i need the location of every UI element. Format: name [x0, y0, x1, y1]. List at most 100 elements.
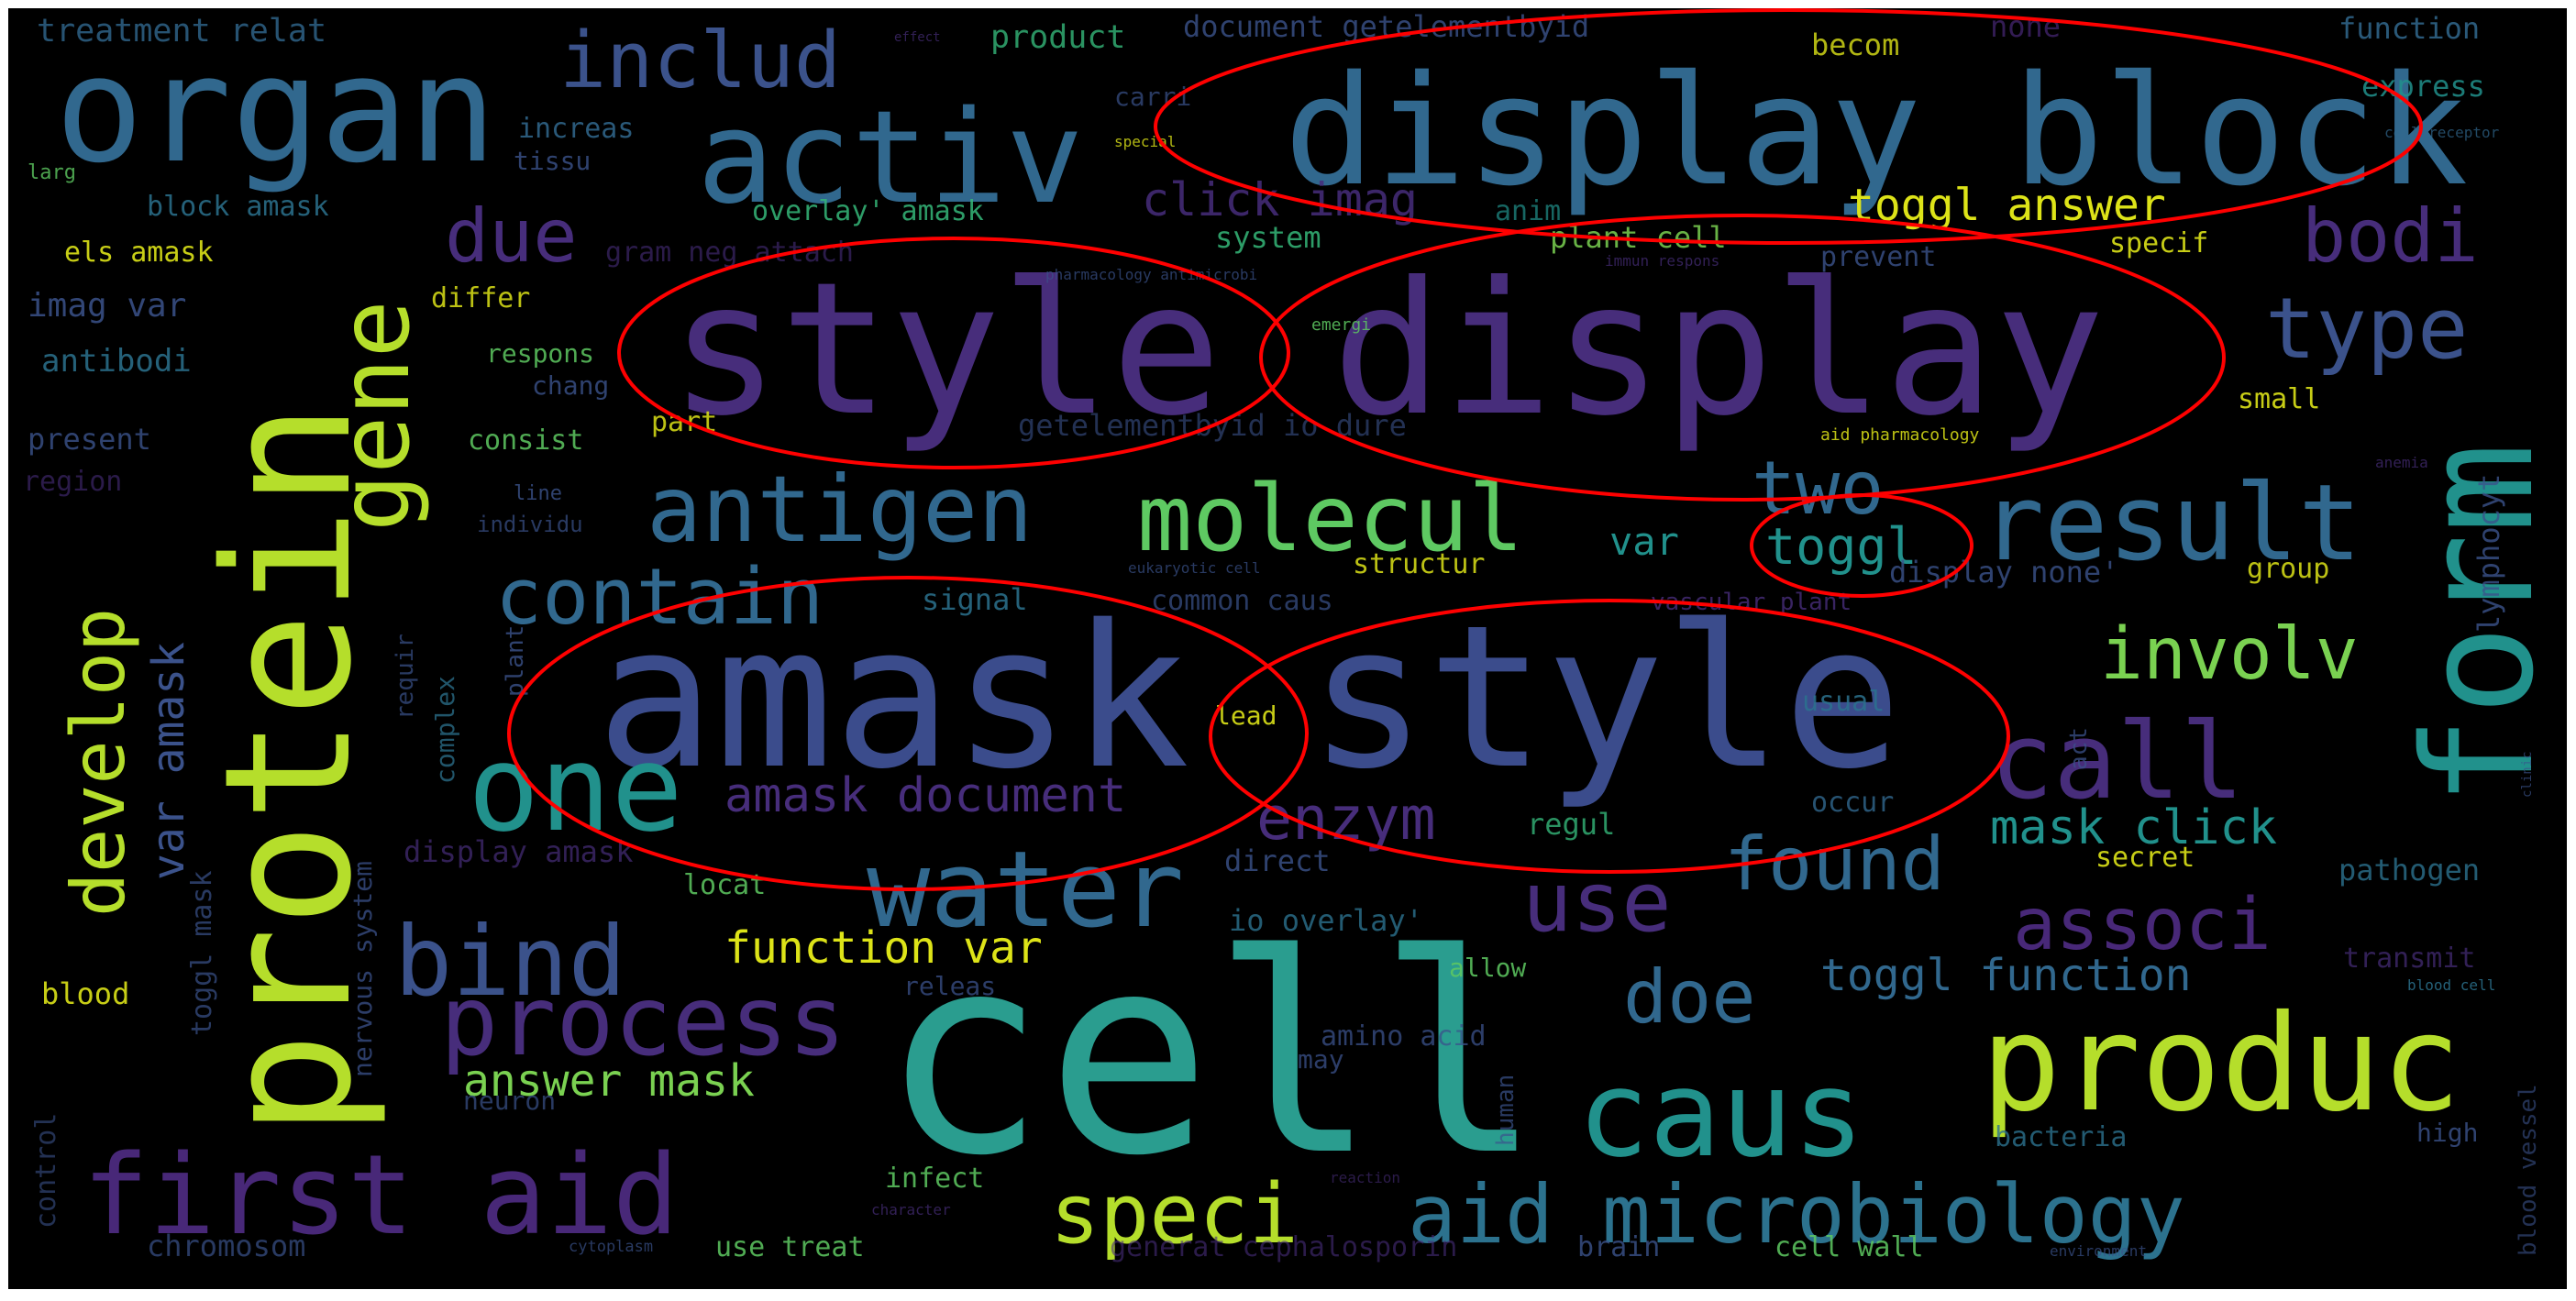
cloud-word: cell wall	[1774, 1231, 1924, 1263]
cloud-word: chromosom	[147, 1229, 305, 1263]
cloud-word: region	[23, 466, 122, 498]
cloud-word: secret	[2095, 842, 2195, 874]
cloud-word: var amask	[143, 642, 194, 880]
cloud-word: answer mask	[463, 1055, 755, 1107]
cloud-word: signal	[922, 582, 1028, 617]
cloud-word: effect	[894, 30, 941, 45]
cloud-word: system	[1215, 220, 1321, 255]
cloud-word: treatment relat	[37, 13, 326, 50]
cloud-word: transmit	[2343, 943, 2476, 975]
cloud-word: develop	[56, 608, 141, 917]
cloud-word: present	[28, 422, 151, 457]
cloud-word: plant	[502, 625, 529, 697]
cloud-word: first aid	[83, 1132, 679, 1260]
cloud-word: molecul	[1137, 465, 1523, 572]
cloud-word: overlay' amask	[752, 195, 984, 227]
cloud-word: cell	[880, 896, 1542, 1216]
cloud-word: blood cell	[2407, 976, 2495, 994]
cloud-word: amino acid	[1321, 1020, 1487, 1053]
cloud-word: toggl function	[1820, 950, 2192, 1001]
cloud-word: may	[1298, 1044, 1344, 1075]
cloud-word: display amask	[404, 834, 633, 869]
cloud-word: anim	[1495, 195, 1561, 227]
cloud-word: infect	[885, 1163, 984, 1195]
cloud-word: els amask	[64, 237, 214, 269]
cloud-word: complex	[430, 676, 460, 784]
cloud-word: blood vessel	[2515, 1084, 2542, 1256]
cloud-word: control	[30, 1113, 62, 1229]
cloud-word: high	[2416, 1118, 2478, 1148]
cloud-word: toggl mask	[186, 870, 218, 1036]
cloud-word: one	[468, 719, 683, 858]
cloud-word: individu	[477, 512, 583, 537]
cloud-word: antigen	[647, 456, 1033, 563]
cloud-word: locat	[683, 869, 766, 901]
cloud-word: group	[2247, 553, 2329, 585]
cloud-word: human	[1492, 1075, 1520, 1146]
cloud-word: lead	[1215, 700, 1277, 731]
cloud-word: larg	[28, 161, 76, 184]
cloud-word: pathogen	[2338, 853, 2480, 888]
cloud-word: mask click	[1990, 800, 2277, 855]
cloud-word: caus	[1577, 1044, 1864, 1184]
cloud-word: produc	[1981, 987, 2461, 1141]
cloud-word: found	[1724, 821, 1945, 907]
cloud-word: structur	[1353, 548, 1486, 580]
cloud-word: carri	[1114, 82, 1191, 112]
cloud-word: doe	[1623, 954, 1756, 1040]
cloud-word: gram neg attach	[605, 237, 854, 269]
cloud-word: increas	[518, 113, 634, 145]
cloud-word: toggl	[1765, 517, 1918, 576]
cloud-word: amask document	[724, 768, 1126, 823]
highlight-ellipse	[1259, 214, 2226, 502]
cloud-word: nervous system	[348, 861, 378, 1077]
cloud-word: anemia	[2375, 454, 2428, 471]
cloud-word: regul	[1527, 807, 1615, 842]
cloud-word: allow	[1449, 953, 1526, 983]
cloud-word: speci	[1050, 1166, 1299, 1262]
cloud-word: tissu	[514, 146, 591, 176]
cloud-word: bodi	[2302, 193, 2479, 279]
cloud-word: activ	[697, 83, 1083, 233]
cloud-word: immun respons	[1605, 252, 1719, 270]
cloud-word: type	[2265, 280, 2469, 378]
cloud-word: enzym	[1256, 785, 1436, 854]
cloud-word: process	[440, 965, 846, 1077]
cloud-word: form	[2391, 443, 2567, 807]
cloud-word: use treat	[715, 1231, 865, 1263]
cloud-word: contain	[495, 552, 824, 643]
cloud-word: cytoplasm	[569, 1238, 653, 1256]
cloud-word: consist	[468, 424, 583, 457]
cloud-word: specif	[2109, 227, 2208, 259]
cloud-word: character	[871, 1201, 951, 1218]
cloud-word: document getelementbyid	[1183, 9, 1589, 44]
cloud-word: aid microbiology	[1408, 1167, 2185, 1262]
cloud-word: reaction	[1330, 1169, 1400, 1186]
cloud-word: pharmacology antimicrobi	[1045, 266, 1257, 283]
cloud-word: bind	[394, 906, 626, 1018]
cloud-word: product	[990, 19, 1126, 56]
cloud-word: gene	[319, 300, 431, 532]
cloud-word: occur	[1811, 787, 1894, 819]
cloud-word: aid pharmacology	[1820, 425, 1980, 445]
cloud-word: includ	[559, 16, 841, 106]
cloud-word: style display	[669, 243, 2105, 457]
cloud-word: function	[2338, 11, 2480, 46]
cloud-word: direct	[1224, 843, 1331, 878]
cloud-word: protein	[187, 402, 390, 1137]
cloud-word: display none'	[1889, 555, 2118, 590]
cloud-word: differ	[431, 282, 530, 314]
cloud-word: lymphocyt	[2471, 474, 2506, 633]
cloud-word: generat cephalosporin	[1110, 1231, 1457, 1263]
highlight-ellipse	[617, 237, 1290, 469]
cloud-word: antibodi	[41, 343, 192, 380]
cloud-word: chang	[532, 370, 609, 401]
cloud-word: act	[2065, 727, 2093, 770]
cloud-word: result	[1981, 462, 2361, 585]
cloud-word: prevent	[1820, 241, 1936, 273]
cloud-word: amask style	[596, 582, 1902, 812]
cloud-word: usual	[1802, 686, 1885, 718]
cloud-word: requir	[392, 634, 419, 720]
cloud-word: io overlay'	[1229, 903, 1423, 938]
